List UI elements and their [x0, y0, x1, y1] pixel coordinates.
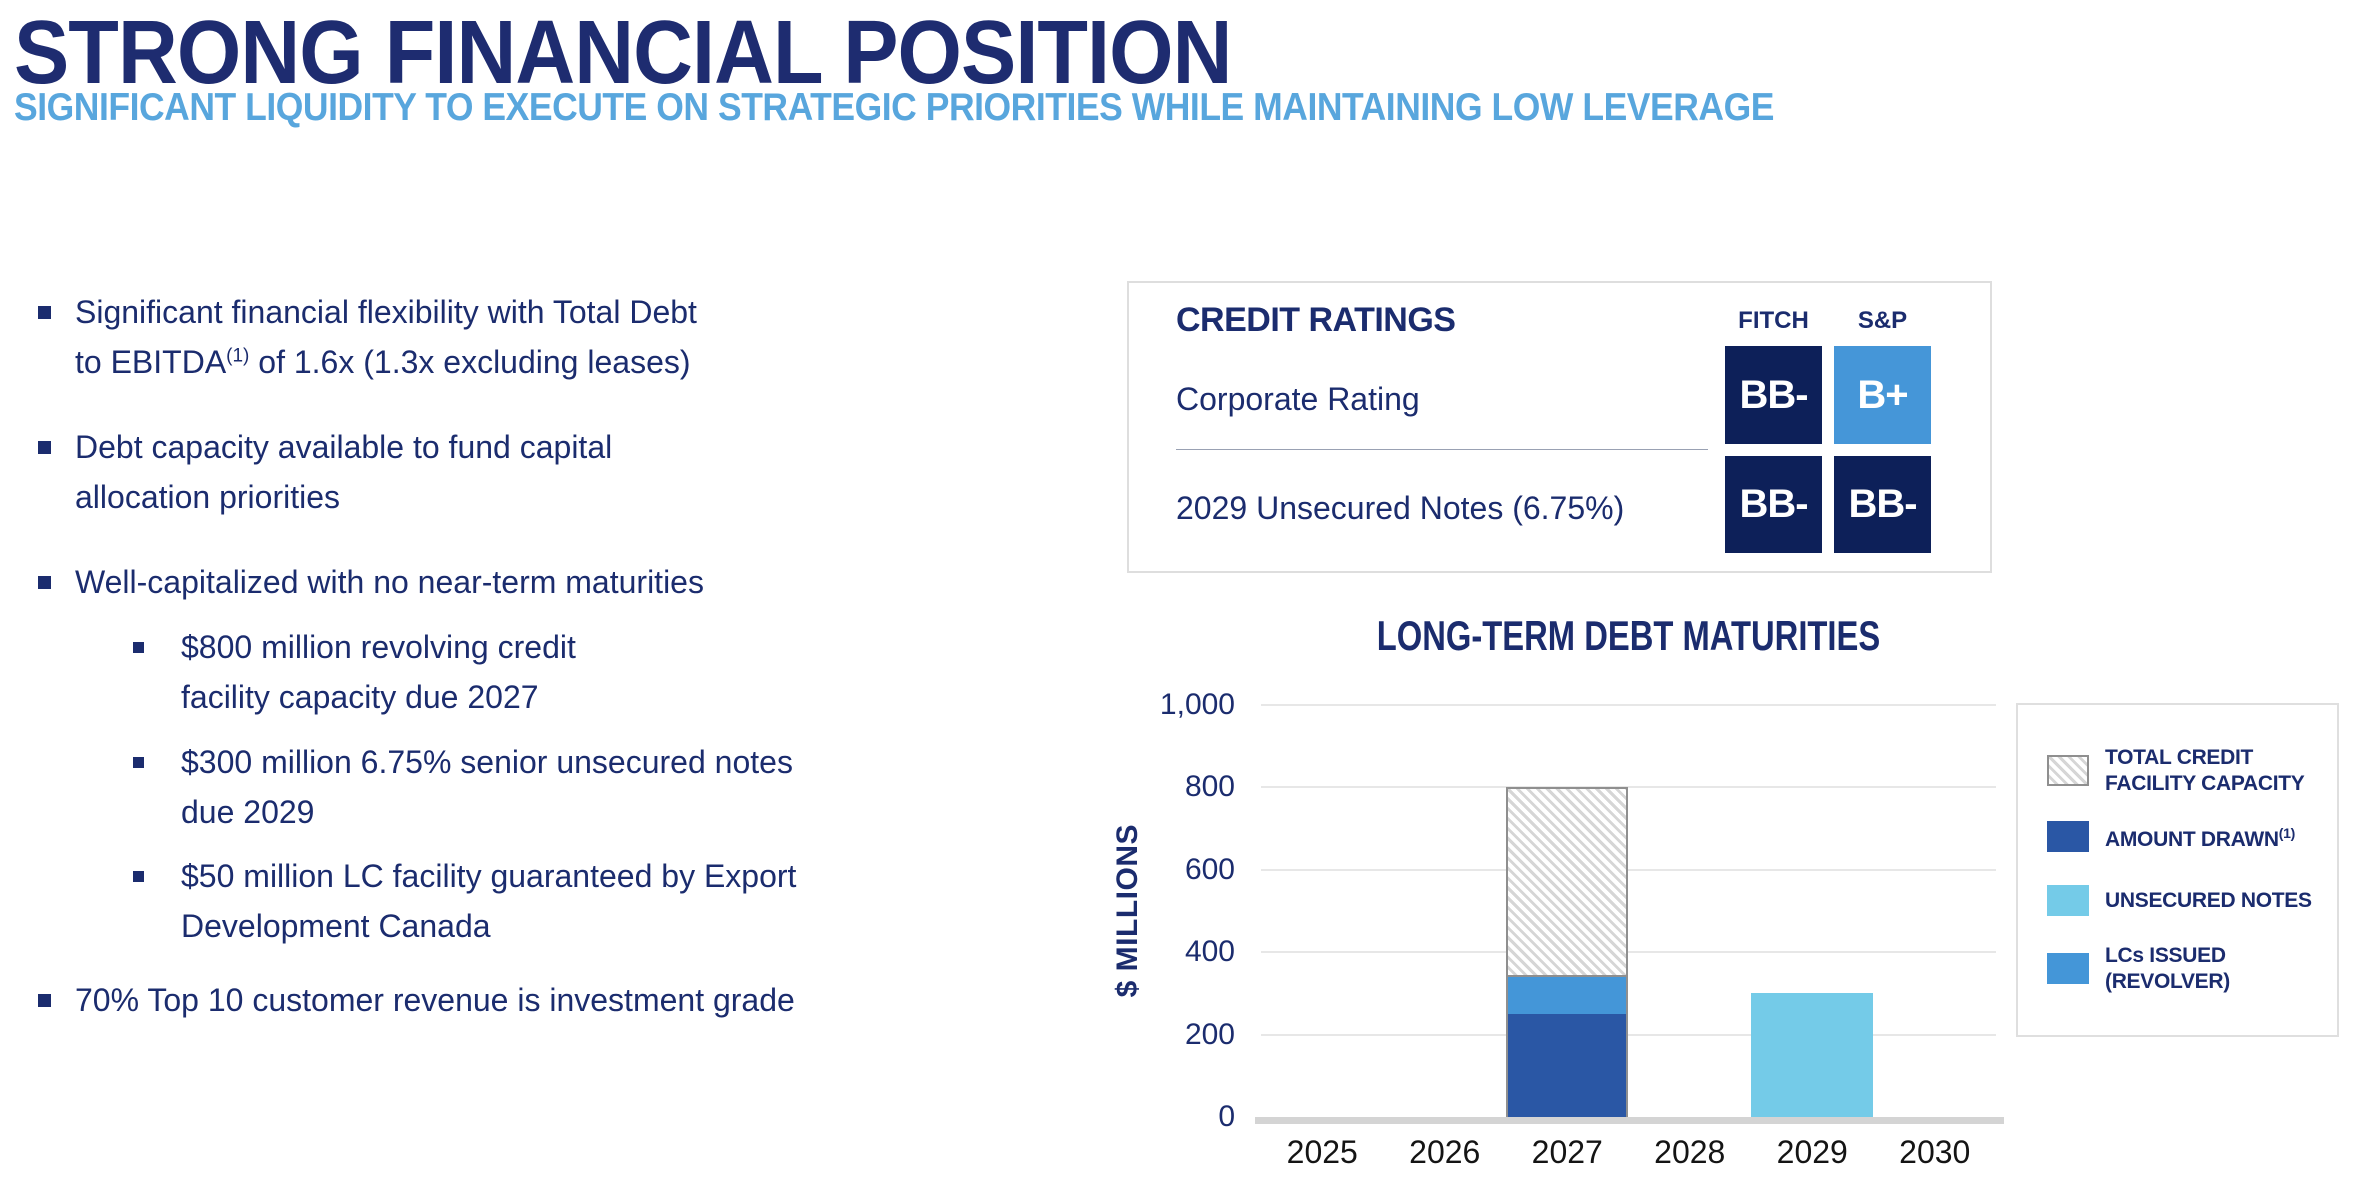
x-axis-ticks: 2025 2026 2027 2028 2029 2030 — [1261, 1134, 1996, 1182]
x-axis-baseline — [1255, 1117, 2004, 1124]
bullet-text: $50 million LC facility guaranteed by Ex… — [181, 851, 796, 951]
rating-badge-notes-sp: BB- — [1834, 456, 1931, 553]
bullet-marker — [133, 871, 144, 882]
bullet-line: Significant financial flexibility with T… — [75, 294, 697, 330]
x-tick-label: 2028 — [1654, 1134, 1726, 1170]
bullet-line: $300 million 6.75% senior unsecured note… — [181, 744, 793, 780]
bullet-line: $800 million revolving credit — [181, 629, 576, 665]
bullet-marker — [38, 576, 51, 589]
sub-bullet-senior-notes: $300 million 6.75% senior unsecured note… — [38, 737, 1058, 837]
footnote-ref: (1) — [2278, 825, 2296, 841]
legend-item-total-credit-facility-capacity: TOTAL CREDIT FACILITY CAPACITY — [2047, 746, 2305, 795]
legend-swatch-unsecured-notes — [2047, 885, 2089, 916]
bullet-text: $800 million revolving credit facility c… — [181, 622, 576, 722]
bullet-marker — [38, 306, 51, 319]
bar-segment — [1506, 976, 1629, 1014]
gridline — [1261, 786, 1996, 789]
page-subtitle: SIGNIFICANT LIQUIDITY TO EXECUTE ON STRA… — [14, 86, 1774, 129]
x-tick-label: 2029 — [1776, 1134, 1848, 1170]
bullet-item-well-capitalized: Well-capitalized with no near-term matur… — [38, 557, 1058, 607]
x-tick-label: 2027 — [1531, 1134, 1603, 1170]
gridline — [1261, 704, 1996, 706]
legend-label: AMOUNT DRAWN(1) — [2105, 825, 2296, 851]
rating-row-label-corporate: Corporate Rating — [1176, 381, 1420, 417]
bullet-marker — [38, 441, 51, 454]
x-tick-label: 2030 — [1899, 1134, 1971, 1170]
chart-plot — [1255, 704, 2004, 1124]
legend-item-amount-drawn: AMOUNT DRAWN(1) — [2047, 821, 2295, 852]
bullet-line: $50 million LC facility guaranteed by Ex… — [181, 858, 797, 894]
bullet-item-customer-revenue: 70% Top 10 customer revenue is investmen… — [38, 975, 1058, 1025]
chart-title: LONG-TERM DEBT MATURITIES — [1376, 612, 1881, 659]
bullet-item-debt-capacity: Debt capacity available to fund capital … — [38, 422, 1058, 522]
bullet-line: Development Canada — [181, 908, 491, 944]
bar-segment — [1751, 993, 1874, 1117]
agency-header-fitch: FITCH — [1738, 307, 1809, 334]
legend-swatch-lcs-issued — [2047, 953, 2089, 984]
bullet-marker — [38, 994, 51, 1007]
rating-badge-notes-fitch: BB- — [1725, 456, 1822, 553]
sub-bullet-revolving-credit: $800 million revolving credit facility c… — [38, 622, 1058, 722]
bullet-line: to EBITDA(1) of 1.6x (1.3x excluding lea… — [75, 344, 691, 380]
bullet-text: $300 million 6.75% senior unsecured note… — [181, 737, 793, 837]
gridline — [1261, 951, 1996, 954]
x-tick-label: 2025 — [1286, 1134, 1358, 1170]
footnote-ref: (1) — [226, 345, 250, 367]
bullet-line: facility capacity due 2027 — [181, 679, 539, 715]
bullet-marker — [133, 642, 144, 653]
y-tick-label: 0 — [1218, 1100, 1235, 1133]
gridline — [1261, 1033, 1996, 1036]
bullet-list: Significant financial flexibility with T… — [38, 287, 1058, 1025]
y-tick-label: 600 — [1184, 852, 1235, 886]
capacity-column-outline — [1506, 787, 1629, 1117]
legend-item-lcs-issued: LCs ISSUED (REVOLVER) — [2047, 944, 2230, 993]
y-tick-label: 200 — [1184, 1017, 1235, 1051]
page-title: STRONG FINANCIAL POSITION — [14, 3, 1232, 103]
gridline — [1261, 868, 1996, 871]
y-tick-label: 800 — [1184, 770, 1235, 804]
credit-ratings-card: CREDIT RATINGS FITCH S&P Corporate Ratin… — [1127, 281, 1992, 573]
y-tick-label: 1,000 — [1159, 688, 1235, 721]
bullet-item-financial-flexibility: Significant financial flexibility with T… — [38, 287, 1058, 387]
sub-bullet-lc-facility: $50 million LC facility guaranteed by Ex… — [38, 851, 1058, 951]
bullet-line: Debt capacity available to fund capital — [75, 429, 613, 465]
legend-item-unsecured-notes: UNSECURED NOTES — [2047, 885, 2312, 916]
bullet-text: 70% Top 10 customer revenue is investmen… — [75, 982, 795, 1018]
bullet-line: allocation priorities — [75, 479, 341, 515]
legend-label: UNSECURED NOTES — [2105, 888, 2312, 912]
bullet-line: due 2029 — [181, 794, 315, 830]
credit-ratings-title: CREDIT RATINGS — [1176, 301, 1456, 339]
legend-label: LCs ISSUED (REVOLVER) — [2105, 943, 2230, 993]
legend-swatch-amount-drawn — [2047, 821, 2089, 852]
chart-legend: TOTAL CREDIT FACILITY CAPACITY AMOUNT DR… — [2016, 703, 2339, 1037]
legend-label: TOTAL CREDIT FACILITY CAPACITY — [2105, 745, 2305, 795]
bar-segment — [1506, 1014, 1629, 1117]
y-tick-label: 400 — [1184, 935, 1235, 969]
rating-badge-corporate-fitch: BB- — [1725, 346, 1822, 444]
bullet-text: Significant financial flexibility with T… — [75, 287, 697, 387]
divider — [1176, 449, 1708, 450]
agency-header-sp: S&P — [1857, 307, 1908, 334]
x-tick-label: 2026 — [1409, 1134, 1481, 1170]
legend-swatch-hatch — [2047, 755, 2089, 786]
rating-row-label-2029-notes: 2029 Unsecured Notes (6.75%) — [1176, 490, 1625, 526]
bullet-text: Well-capitalized with no near-term matur… — [75, 564, 704, 600]
rating-badge-corporate-sp: B+ — [1834, 346, 1931, 444]
bullet-marker — [133, 757, 144, 768]
bullet-text: Debt capacity available to fund capital … — [75, 422, 612, 522]
y-axis-ticks: 0 200 400 600 800 1,000 — [1140, 688, 1235, 1133]
